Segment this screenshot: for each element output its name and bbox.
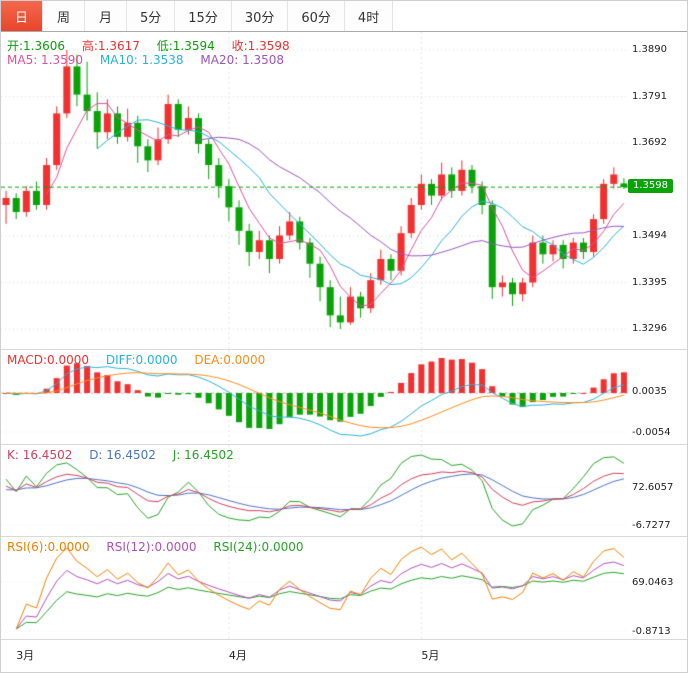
tab-15min[interactable]: 15分 <box>175 1 232 31</box>
tab-30min[interactable]: 30分 <box>231 1 289 31</box>
high-readout: 高:1.3617 <box>81 39 140 53</box>
candlestick-panel: 开:1.3606 高:1.3617 低:1.3594 收:1.3598 MA5:… <box>1 32 687 349</box>
macd-readout: MACD:0.0000 DIFF:0.0000 DEA:0.0000 <box>7 353 278 367</box>
rsi24-value: RSI(24):0.0000 <box>213 540 304 554</box>
close-readout: 收:1.3598 <box>231 39 290 53</box>
timeframe-tabbar: 日 周 月 5分 15分 30分 60分 4时 <box>1 1 687 32</box>
x-axis-strip: 3月 4月 5月 <box>1 639 687 672</box>
macd-panel: MACD:0.0000 DIFF:0.0000 DEA:0.0000 0.003… <box>1 349 687 444</box>
y-axis-label: 1.3791 <box>632 90 667 102</box>
k-value: K: 16.4502 <box>7 448 73 462</box>
y-axis-label: 1.3296 <box>632 323 667 334</box>
kdj-panel: K: 16.4502 D: 16.4502 J: 16.4502 72.6057… <box>1 444 687 536</box>
open-readout: 开:1.3606 <box>7 39 66 53</box>
x-axis-month-label: 3月 <box>16 649 35 662</box>
x-axis-month-label: 5月 <box>421 649 440 662</box>
y-axis-label: 1.3692 <box>632 137 667 148</box>
ma10-readout: MA10: 1.3538 <box>99 53 184 67</box>
tab-month[interactable]: 月 <box>85 1 127 31</box>
candlestick-canvas[interactable] <box>1 32 687 349</box>
macd-axis-max: 0.0035 <box>632 386 667 397</box>
rsi-canvas[interactable] <box>1 537 687 639</box>
y-axis-label: 1.3395 <box>632 276 667 288</box>
tab-5min[interactable]: 5分 <box>127 1 176 31</box>
tab-60min[interactable]: 60分 <box>288 1 345 31</box>
ma-readout: MA5: 1.3590 MA10: 1.3538 MA20: 1.3508 <box>7 53 297 67</box>
macd-axis-min: -0.0054 <box>632 427 671 438</box>
ma20-readout: MA20: 1.3508 <box>200 53 285 67</box>
current-price-badge: 1.3598 <box>628 179 673 194</box>
macd-canvas[interactable] <box>1 350 687 444</box>
j-value: J: 16.4502 <box>172 448 234 462</box>
diff-value: DIFF:0.0000 <box>105 353 178 367</box>
rsi-axis-max: 69.0463 <box>632 577 674 588</box>
rsi-readout: RSI(6):0.0000 RSI(12):0.0000 RSI(24):0.0… <box>7 540 317 554</box>
x-axis-month-label: 4月 <box>228 649 247 662</box>
tab-day[interactable]: 日 <box>1 1 43 31</box>
rsi6-value: RSI(6):0.0000 <box>7 540 90 554</box>
low-readout: 低:1.3594 <box>156 39 215 53</box>
tab-week[interactable]: 周 <box>43 1 85 31</box>
rsi-panel: RSI(6):0.0000 RSI(12):0.0000 RSI(24):0.0… <box>1 536 687 639</box>
ohlc-readout: 开:1.3606 高:1.3617 低:1.3594 收:1.3598 <box>7 37 303 54</box>
y-axis-label: 1.3890 <box>632 44 667 55</box>
macd-value: MACD:0.0000 <box>7 353 90 367</box>
kdj-canvas[interactable] <box>1 445 687 536</box>
tab-4hour[interactable]: 4时 <box>344 1 394 31</box>
rsi-axis-min: -0.8713 <box>632 626 671 637</box>
kdj-readout: K: 16.4502 D: 16.4502 J: 16.4502 <box>7 448 247 462</box>
y-axis-label: 1.3494 <box>632 230 667 241</box>
kdj-axis-max: 72.6057 <box>632 482 674 493</box>
rsi12-value: RSI(12):0.0000 <box>106 540 197 554</box>
dea-value: DEA:0.0000 <box>194 353 266 367</box>
ma5-readout: MA5: 1.3590 <box>7 53 84 67</box>
kdj-axis-min: -6.7277 <box>632 520 671 531</box>
d-value: D: 16.4502 <box>89 448 156 462</box>
